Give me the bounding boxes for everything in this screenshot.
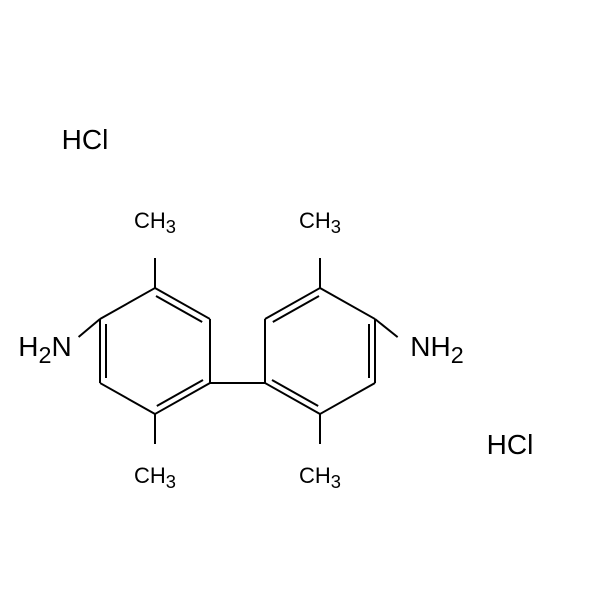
bond (100, 287, 156, 320)
bond (210, 382, 265, 384)
bond (156, 379, 203, 407)
bond (272, 379, 319, 407)
bond (374, 319, 376, 383)
bond (264, 319, 266, 383)
bond (100, 382, 156, 415)
bond (374, 318, 398, 338)
bond (155, 382, 211, 415)
molecule-diagram: HCl HCl H2N NH2 CH3 CH3 CH3 CH3 (0, 0, 600, 600)
methyl-top-right-label: CH3 (299, 208, 341, 238)
hcl-bottom-label: HCl (487, 429, 534, 461)
bond (105, 324, 107, 378)
bond (320, 287, 376, 320)
bond (154, 258, 156, 288)
bond (319, 258, 321, 288)
methyl-bottom-left-label: CH3 (134, 463, 176, 493)
amine-left-label: H2N (18, 331, 71, 369)
bond (320, 382, 376, 415)
hcl-top-label: HCl (62, 124, 109, 156)
bond (155, 287, 211, 320)
bond (265, 382, 321, 415)
bond (156, 295, 203, 323)
bond (99, 319, 101, 383)
amine-right-label: NH2 (410, 331, 463, 369)
bond (154, 414, 156, 444)
methyl-top-left-label: CH3 (134, 208, 176, 238)
bond (265, 287, 321, 320)
bond (319, 414, 321, 444)
bond (209, 319, 211, 383)
bond (78, 318, 100, 337)
bond (368, 324, 370, 378)
methyl-bottom-right-label: CH3 (299, 463, 341, 493)
